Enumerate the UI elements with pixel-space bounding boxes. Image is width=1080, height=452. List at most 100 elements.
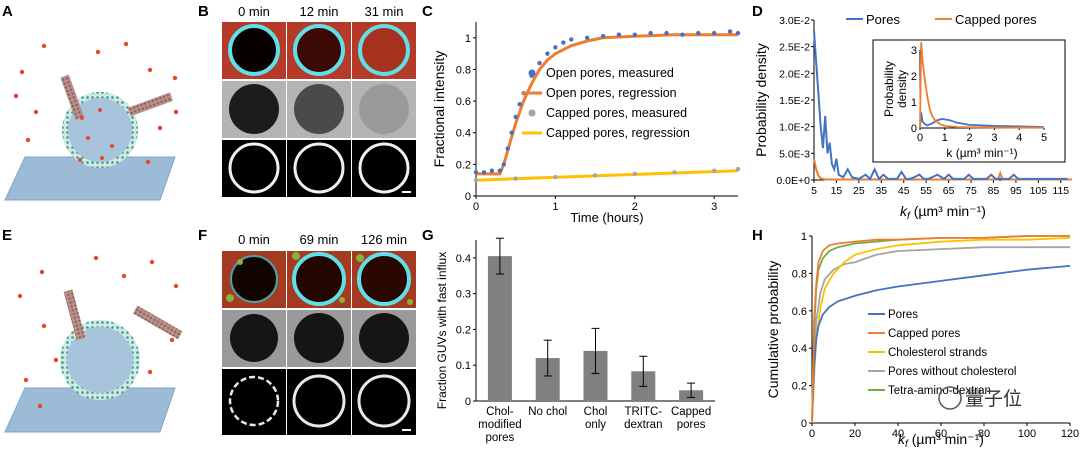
data-point	[632, 32, 637, 37]
data-point	[545, 51, 550, 56]
micrograph-membrane	[352, 369, 416, 435]
data-point	[537, 60, 542, 66]
x-tick-label: 60	[935, 428, 947, 440]
data-point	[473, 177, 479, 183]
data-point	[489, 168, 495, 173]
inset-y-tick-label: 3	[911, 45, 917, 57]
chart-d: 0.0E+0 5.0E-3 1.0E-2 1.5E-2 2.0E-2 2.5E-2 3.0E…	[753, 12, 1072, 222]
category-label: only	[585, 419, 606, 431]
y-tick-label: 0.4	[792, 343, 807, 355]
legend-label: Pores	[866, 12, 900, 27]
x-axis-title: Time (hours)	[570, 210, 643, 225]
inset-x-tick-label: 5	[1041, 132, 1047, 144]
legend-label: Capped pores, measured	[546, 106, 687, 120]
legend-label: Capped pores	[955, 12, 1037, 27]
y-tick-label: 2.5E-2	[779, 42, 810, 54]
category-label: Chol-	[486, 406, 514, 418]
category-label: No chol	[528, 406, 567, 418]
x-tick-label: 5	[811, 185, 817, 197]
legend-label: Capped pores, regression	[546, 126, 690, 140]
vesicle-lumen	[68, 98, 132, 162]
data-point	[561, 40, 566, 45]
inset-x-tick-label: 3	[991, 132, 997, 144]
chart-c: 0 0.2 0.4 0.6 0.8 1 0 1 2 3 Time (hours) Fractional…	[431, 22, 741, 225]
inset-x-tick-label: 1	[942, 132, 948, 144]
x-tick-label: 95	[1010, 185, 1022, 197]
data-point	[569, 37, 574, 42]
inset-y-tick-label: 2	[911, 71, 917, 83]
dye-molecules	[17, 255, 179, 409]
data-point	[735, 30, 741, 36]
data-point	[517, 102, 522, 107]
legend-marker	[528, 69, 536, 77]
legend-label: Capped pores	[888, 328, 960, 340]
data-point	[632, 171, 637, 177]
y-tick-label: 1.0E-2	[779, 122, 810, 134]
x-tick-label: 1	[552, 201, 558, 213]
pore-strand	[132, 305, 183, 340]
chart-g: 0 0.1 0.2 0.3 0.4 Fraction GUVs with fast inf…	[435, 237, 715, 444]
series-line	[476, 33, 738, 176]
category-label: modified	[478, 419, 521, 431]
data-point	[513, 114, 518, 120]
time-label: 0 min	[238, 232, 270, 247]
series-line	[811, 246, 1070, 424]
data-point	[711, 30, 717, 36]
micrograph-membrane	[287, 140, 351, 197]
micrograph-membrane	[222, 140, 286, 197]
y-tick-label: 0.8	[456, 64, 471, 76]
x-tick-label: 15	[831, 185, 843, 197]
panel-letters: A B C D E F G H	[2, 3, 763, 244]
x-tick-label: 120	[1061, 428, 1079, 440]
time-label: 69 min	[299, 232, 338, 247]
time-label: 0 min	[238, 4, 270, 19]
scale-bar	[402, 429, 411, 431]
micrograph-membrane	[352, 140, 416, 197]
x-tick-label: 40	[892, 428, 904, 440]
x-axis-title: kf (µm³ min⁻¹)	[898, 431, 984, 447]
legend-label: Tetra-amino-dextran	[888, 385, 991, 397]
category-label: Chol	[584, 406, 608, 418]
x-tick-label: 0	[809, 428, 815, 440]
legend-marker	[528, 109, 536, 117]
data-point	[711, 168, 717, 173]
data-point	[696, 30, 701, 36]
y-axis-title: Fraction GUVs with fast influx	[435, 252, 449, 409]
y-tick-label: 0.8	[792, 268, 807, 280]
x-tick-label: 115	[1052, 185, 1069, 197]
x-tick-label: 85	[988, 185, 1000, 197]
time-label: 12 min	[299, 4, 338, 19]
inset-x-axis-title: k (µm³ min⁻¹)	[946, 146, 1017, 160]
panel-letter-d: D	[752, 3, 763, 20]
x-tick-label: 105	[1030, 185, 1048, 197]
x-tick-label: 45	[898, 185, 910, 197]
pore-strand	[63, 289, 86, 341]
category-label: pores	[677, 419, 706, 431]
legend-label: Open pores, measured	[546, 66, 674, 80]
inset-x-tick-label: 0	[917, 132, 923, 144]
bar	[487, 256, 512, 401]
y-tick-label: 1	[465, 33, 471, 45]
micrographs-b: 0 min 12 min 31 min	[222, 4, 416, 197]
y-tick-label: 0.2	[456, 159, 471, 171]
data-point	[481, 170, 487, 175]
data-point	[592, 173, 598, 178]
series-line	[811, 235, 1070, 424]
watermark: 量子位	[938, 386, 1022, 410]
y-tick-label: 0.3	[456, 289, 471, 301]
data-point	[553, 45, 558, 50]
x-tick-label: 2	[632, 201, 638, 213]
inset-x-tick-label: 4	[1016, 132, 1022, 144]
x-tick-label: 35	[875, 185, 887, 197]
x-tick-label: 25	[853, 185, 865, 197]
x-axis-title: kf (µm³ min⁻¹)	[900, 203, 986, 222]
micrograph-membrane	[287, 369, 351, 435]
legend-label: Cholesterol strands	[888, 347, 987, 359]
data-point	[584, 35, 590, 41]
vesicle-lumen	[67, 327, 133, 393]
time-label: 31 min	[364, 4, 403, 19]
y-tick-label: 2.0E-2	[779, 68, 810, 80]
y-axis-title: Cumulative probability	[765, 261, 781, 399]
data-point	[473, 170, 479, 175]
